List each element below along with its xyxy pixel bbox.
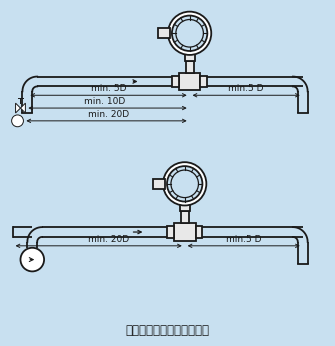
Text: min. 5D: min. 5D bbox=[91, 84, 126, 93]
Bar bbox=[158, 28, 170, 38]
Circle shape bbox=[12, 115, 23, 127]
Bar bbox=[200, 75, 207, 88]
Text: min.5 D: min.5 D bbox=[226, 235, 261, 244]
Text: min.5 D: min.5 D bbox=[228, 84, 264, 93]
Bar bbox=[153, 179, 165, 189]
Circle shape bbox=[163, 162, 206, 206]
Circle shape bbox=[176, 19, 203, 47]
Text: min. 10D: min. 10D bbox=[84, 97, 126, 106]
Circle shape bbox=[172, 16, 207, 51]
Bar bbox=[181, 211, 189, 223]
Polygon shape bbox=[20, 103, 25, 113]
Circle shape bbox=[20, 248, 44, 271]
Bar bbox=[186, 61, 194, 73]
Circle shape bbox=[168, 12, 211, 55]
Bar bbox=[179, 73, 200, 90]
Polygon shape bbox=[15, 103, 20, 113]
Bar bbox=[172, 75, 179, 88]
Bar bbox=[196, 226, 202, 238]
Bar bbox=[185, 53, 195, 61]
Bar bbox=[180, 203, 190, 211]
Circle shape bbox=[167, 166, 202, 201]
Circle shape bbox=[171, 170, 198, 198]
Bar bbox=[174, 223, 196, 241]
Text: min. 20D: min. 20D bbox=[88, 110, 129, 119]
Text: 弯管、阀门和泵之间的安装: 弯管、阀门和泵之间的安装 bbox=[125, 324, 209, 337]
Bar bbox=[167, 226, 174, 238]
Text: min. 20D: min. 20D bbox=[88, 235, 129, 244]
